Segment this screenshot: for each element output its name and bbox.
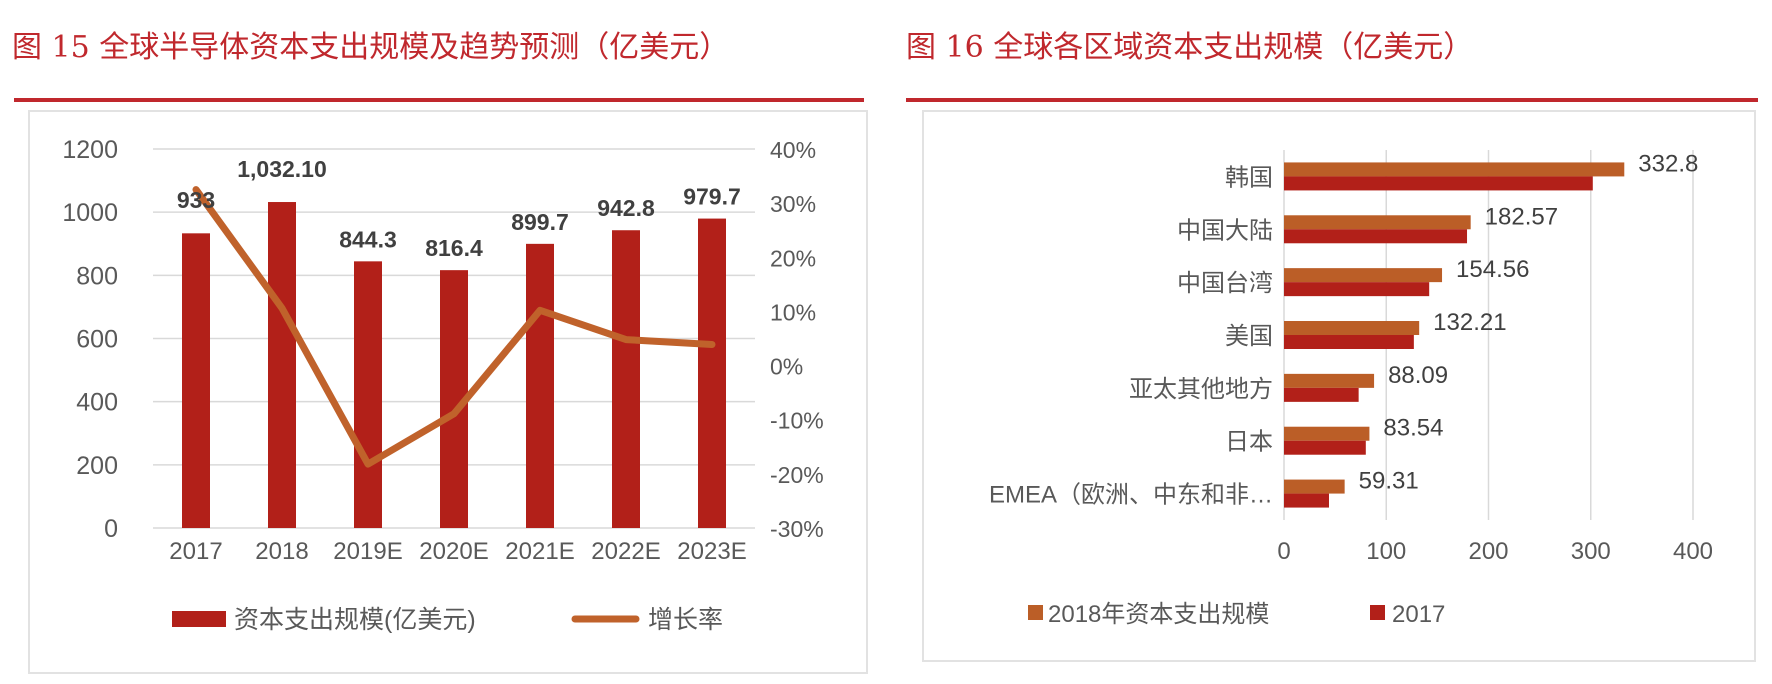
y-left-tick-label: 800 (76, 262, 118, 290)
legend-swatch-2018 (1028, 605, 1043, 620)
legend-label-bar: 资本支出规模(亿美元) (234, 606, 476, 634)
bar (526, 243, 554, 528)
y-right-tick-label: 20% (770, 245, 816, 271)
right-title-divider (906, 98, 1758, 102)
y-right-tick-label: -30% (770, 516, 824, 542)
y-right-tick-label: 10% (770, 299, 816, 325)
bar-2017 (1284, 229, 1468, 244)
y-left-tick-label: 600 (76, 326, 118, 354)
x-tick-label: 2021E (505, 538, 574, 565)
bar-2018 (1284, 373, 1375, 388)
bar-2018 (1284, 426, 1370, 441)
bar-data-label: 933 (177, 187, 215, 213)
bar-data-label: 59.31 (1359, 468, 1419, 495)
right-chart-title: 图 16 全球各区域资本支出规模（亿美元） (906, 30, 1474, 65)
bar-data-label: 132.21 (1433, 309, 1506, 336)
category-label: 中国台湾 (1177, 270, 1273, 297)
x-tick-label: 200 (1468, 538, 1508, 565)
bar-data-label: 182.57 (1485, 203, 1558, 230)
bar-data-label: 899.7 (511, 209, 569, 235)
bar (182, 233, 210, 528)
bar-data-label: 88.09 (1388, 362, 1448, 389)
y-left-tick-label: 1200 (62, 136, 118, 164)
bar-data-label: 1,032.10 (237, 156, 327, 182)
bar-2018 (1284, 268, 1443, 283)
left-title-divider (14, 98, 864, 102)
bar-data-label: 332.8 (1638, 150, 1698, 177)
y-right-tick-label: -20% (770, 462, 824, 488)
bar-2018 (1284, 215, 1471, 230)
x-tick-label: 2023E (677, 538, 746, 565)
y-right-tick-label: 30% (770, 191, 816, 217)
x-tick-label: 2022E (591, 538, 660, 565)
x-tick-label: 2018 (255, 538, 308, 565)
legend-swatch-2017 (1370, 605, 1385, 620)
y-right-tick-label: 0% (770, 354, 803, 380)
category-label: 日本 (1225, 429, 1273, 456)
category-label: 韩国 (1225, 164, 1273, 191)
y-right-tick-label: -10% (770, 408, 824, 434)
bar-data-label: 154.56 (1456, 256, 1529, 283)
x-tick-label: 2020E (419, 538, 488, 565)
bar-2017 (1284, 282, 1430, 297)
bar-2018 (1284, 162, 1625, 177)
category-label: EMEA（欧洲、中东和非… (989, 482, 1273, 509)
legend-label-2017: 2017 (1392, 601, 1445, 628)
x-tick-label: 300 (1571, 538, 1611, 565)
bar-2017 (1284, 335, 1414, 349)
bar-data-label: 942.8 (597, 195, 655, 221)
bar-2017 (1284, 440, 1366, 455)
bar-2017 (1284, 176, 1593, 191)
bar (698, 218, 726, 529)
bar-data-label: 83.54 (1383, 415, 1443, 442)
bar (612, 230, 640, 528)
bar-data-label: 979.7 (683, 184, 741, 210)
bar (354, 261, 382, 528)
y-left-tick-label: 400 (76, 389, 118, 417)
bar-2018 (1284, 479, 1345, 494)
bar (268, 202, 296, 528)
x-tick-label: 2019E (333, 538, 402, 565)
left-chart-title: 图 15 全球半导体资本支出规模及趋势预测（亿美元） (12, 30, 730, 65)
bar-2018 (1284, 321, 1420, 335)
y-left-tick-label: 200 (76, 452, 118, 480)
category-label: 亚太其他地方 (1129, 376, 1273, 403)
x-tick-label: 100 (1366, 538, 1406, 565)
x-tick-label: 0 (1277, 538, 1290, 565)
legend-label-2018: 2018年资本支出规模 (1048, 601, 1269, 628)
bar-2017 (1284, 387, 1359, 402)
x-tick-label: 2017 (169, 538, 222, 565)
y-right-tick-label: 40% (770, 137, 816, 163)
category-label: 美国 (1225, 323, 1273, 350)
x-tick-label: 400 (1673, 538, 1713, 565)
bar-2017 (1284, 493, 1329, 508)
legend-label-line: 增长率 (648, 606, 723, 634)
bar-data-label: 816.4 (425, 235, 483, 261)
y-left-tick-label: 0 (104, 515, 118, 543)
bar-data-label: 844.3 (339, 226, 397, 252)
y-left-tick-label: 1000 (62, 199, 118, 227)
legend-swatch-bar (172, 611, 226, 627)
category-label: 中国大陆 (1177, 217, 1273, 244)
